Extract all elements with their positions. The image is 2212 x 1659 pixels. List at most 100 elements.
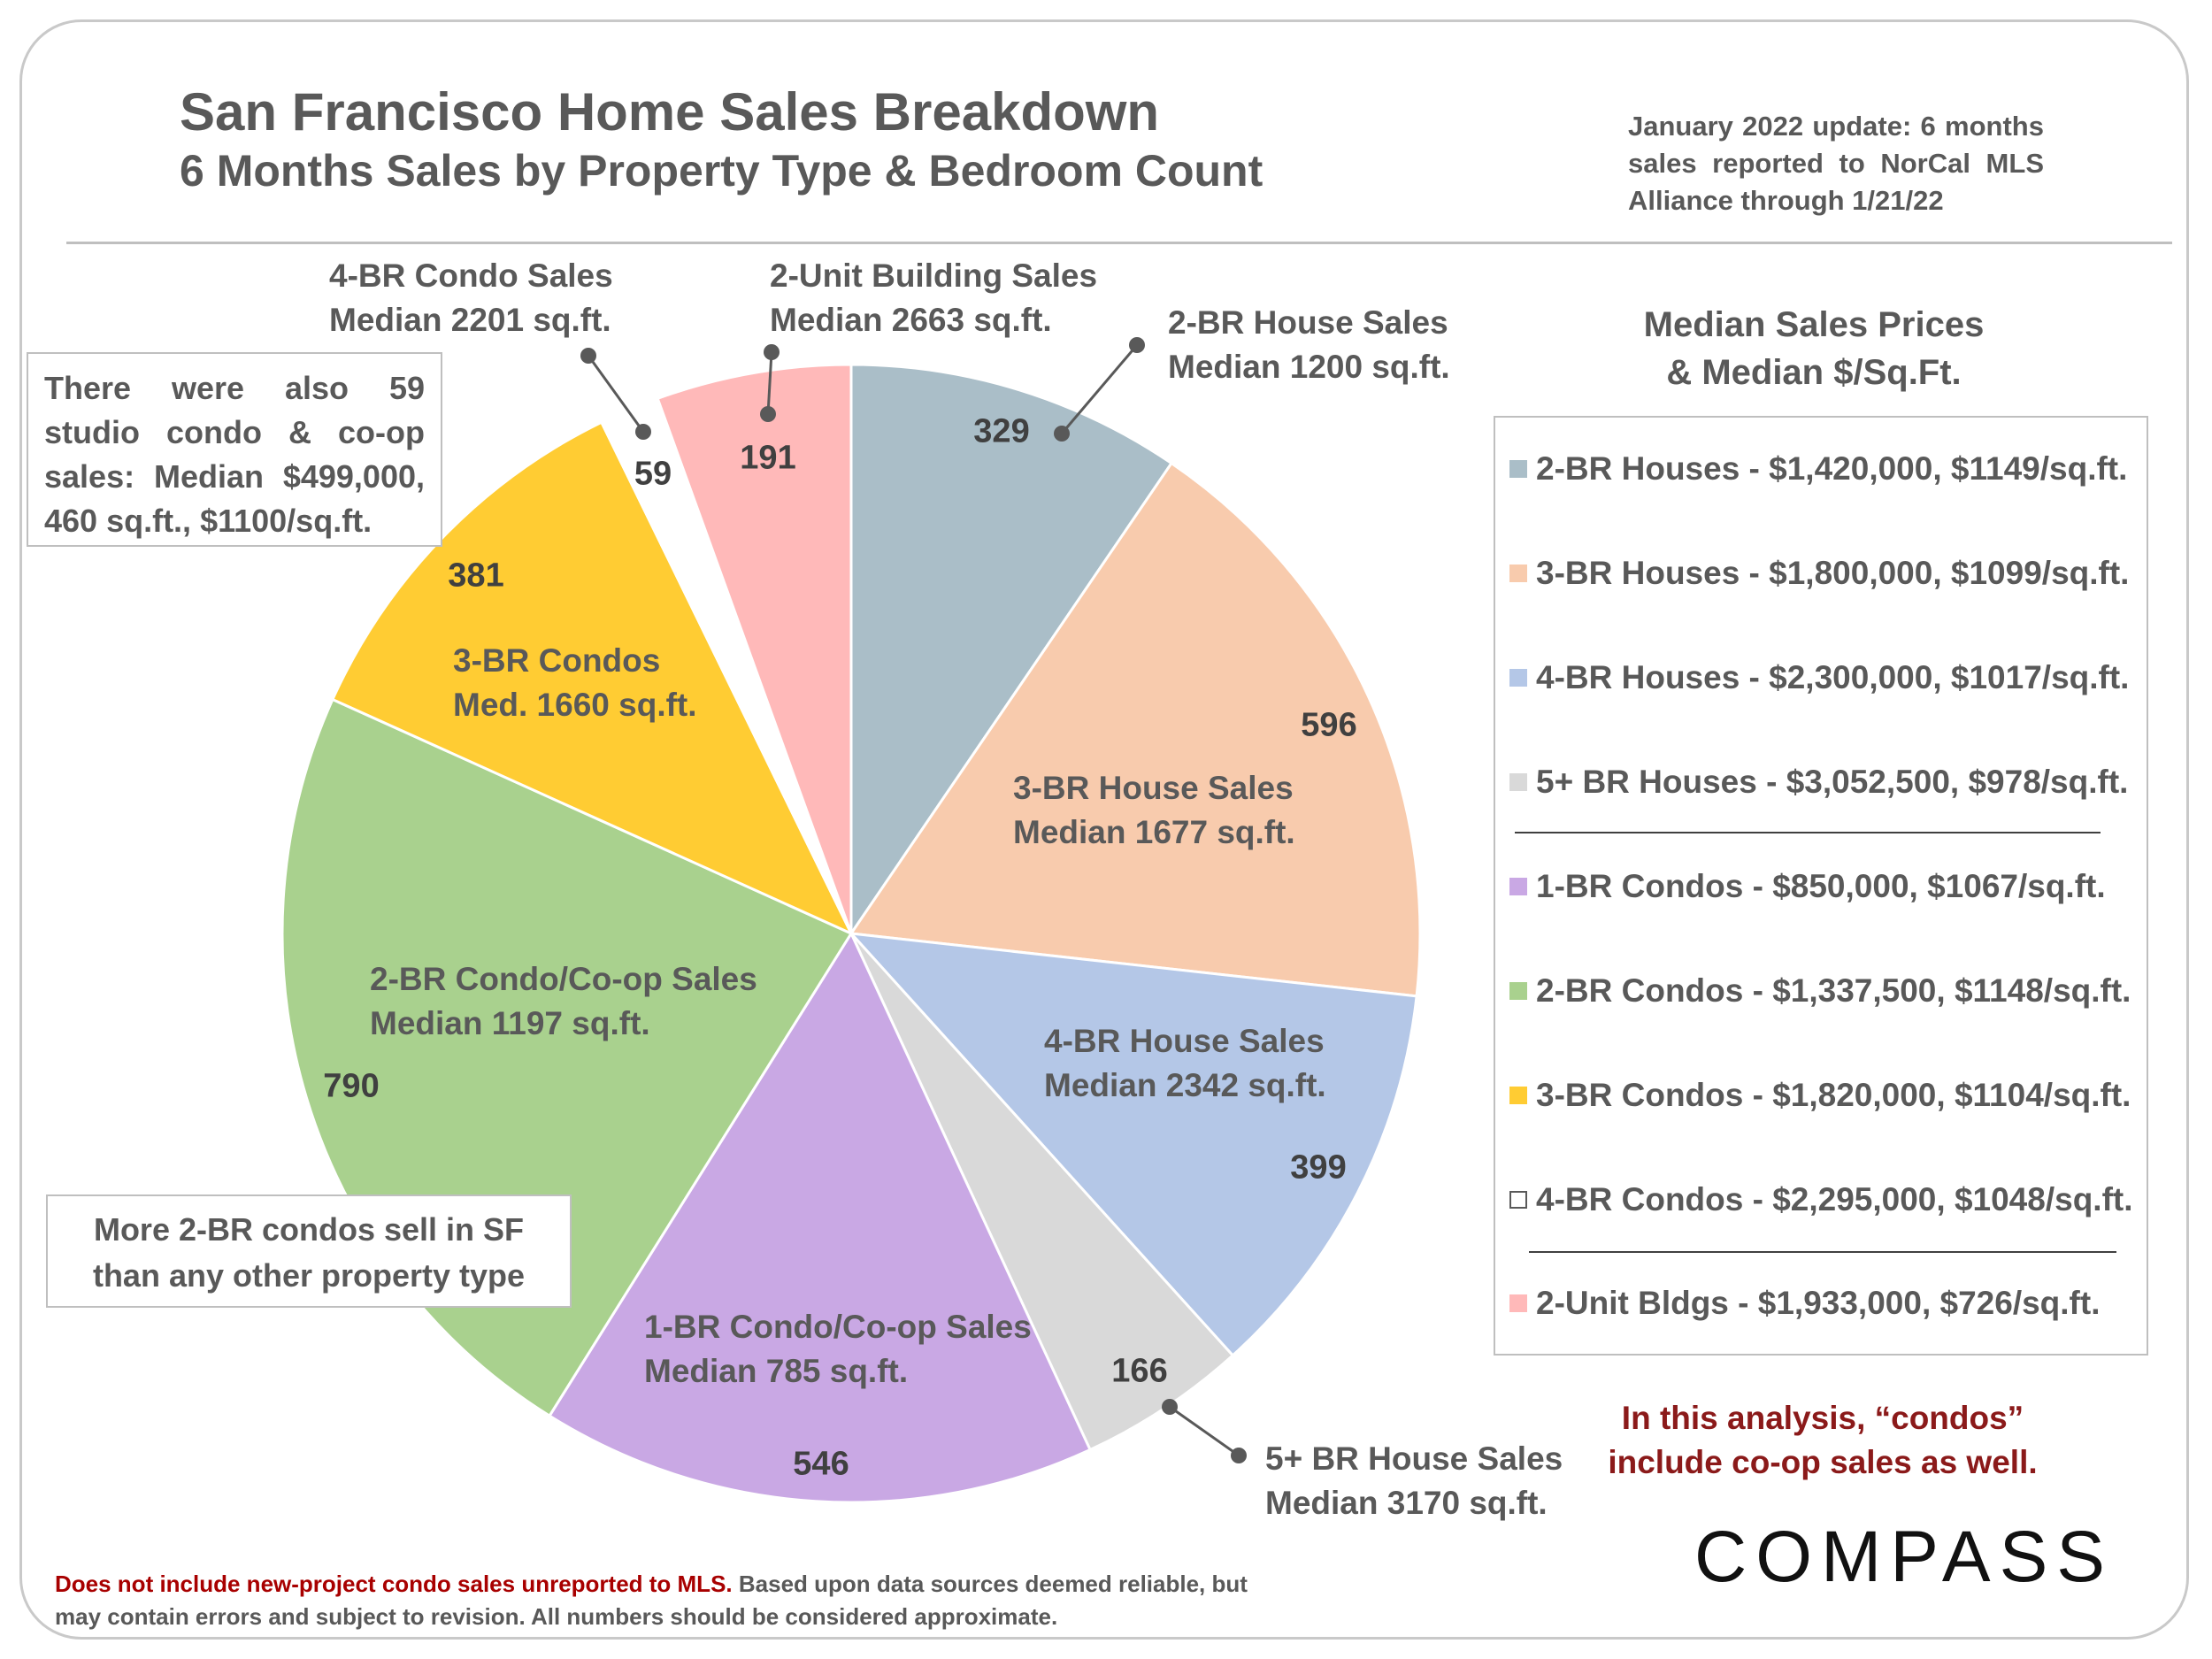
legend-item-label: 2-Unit Bldgs - $1,933,000, $726/sq.ft.	[1536, 1285, 2101, 1321]
legend-item-3br-houses: 3-BR Houses - $1,800,000, $1099/sq.ft.	[1509, 551, 2129, 595]
condo-annotation-text: More 2-BR condos sell in SF than any oth…	[57, 1207, 561, 1299]
legend-item-4br-condos: 4-BR Condos - $2,295,000, $1048/sq.ft.	[1509, 1178, 2133, 1222]
slice-label-line: Median 2663 sq.ft.	[770, 302, 1052, 338]
compass-logo: COMPASS	[1694, 1517, 2114, 1597]
condo-note-line: include co-op sales as well.	[1608, 1444, 2038, 1480]
slice-label-line: 3-BR Condos	[453, 642, 661, 679]
legend-swatch	[1509, 1191, 1527, 1209]
legend-item-label: 3-BR Houses - $1,800,000, $1099/sq.ft.	[1536, 555, 2130, 591]
slice-label-5br-house: 5+ BR House Sales Median 3170 sq.ft.	[1265, 1437, 1563, 1525]
condo-note-line: In this analysis, “condos”	[1621, 1400, 2024, 1436]
pie-slice-3br-condo	[330, 420, 855, 937]
value-label-1br-condo: 546	[793, 1445, 849, 1483]
legend-item-2br-houses: 2-BR Houses - $1,420,000, $1149/sq.ft.	[1509, 447, 2127, 491]
pie-slice-2unit	[656, 363, 853, 934]
legend-swatch	[1509, 565, 1527, 582]
legend-title-line: & Median $/Sq.Ft.	[1666, 353, 1962, 392]
value-label-3br-house: 596	[1301, 706, 1357, 744]
leader-line-5br-house	[1169, 1405, 1240, 1457]
footer-disclaimer-rest: Based upon data sources deemed reliable,…	[55, 1571, 1248, 1630]
slice-label-line: Median 2342 sq.ft.	[1044, 1067, 1326, 1103]
legend-item-label: 4-BR Houses - $2,300,000, $1017/sq.ft.	[1536, 659, 2130, 695]
condo-annotation-box: More 2-BR condos sell in SF than any oth…	[46, 1194, 572, 1308]
footer-disclaimer-red: Does not include new-project condo sales…	[55, 1571, 733, 1597]
value-label-2br-house: 329	[973, 412, 1030, 450]
legend-swatch	[1509, 1294, 1527, 1312]
slice-label-4br-condo: 4-BR Condo Sales Median 2201 sq.ft.	[329, 254, 613, 342]
slice-label-3br-house: 3-BR House Sales Median 1677 sq.ft.	[1013, 766, 1295, 855]
slice-label-3br-condo: 3-BR Condos Med. 1660 sq.ft.	[453, 639, 697, 727]
pie-slices	[280, 363, 1422, 1504]
leader-line-2br-house	[1060, 344, 1139, 434]
condo-annotation-line: than any other property type	[92, 1257, 526, 1294]
slice-label-line: Median 3170 sq.ft.	[1265, 1485, 1548, 1521]
legend-divider	[1529, 1251, 2116, 1253]
slice-label-line: Median 2201 sq.ft.	[329, 302, 611, 338]
leader-dot-2unit	[760, 406, 776, 422]
pie-slice-4br-house	[848, 932, 1418, 1358]
legend-swatch	[1509, 878, 1527, 895]
value-label-4br-condo: 59	[634, 455, 672, 493]
pie-slice-2br-house	[849, 363, 1174, 938]
slice-label-4br-house: 4-BR House Sales Median 2342 sq.ft.	[1044, 1019, 1326, 1108]
value-label-2br-condo: 790	[323, 1067, 380, 1105]
slice-label-line: 2-Unit Building Sales	[770, 257, 1098, 294]
legend-title-line: Median Sales Prices	[1643, 305, 1985, 344]
slice-label-line: Median 1200 sq.ft.	[1168, 349, 1450, 385]
legend-swatch	[1509, 773, 1527, 791]
legend-item-4br-houses: 4-BR Houses - $2,300,000, $1017/sq.ft.	[1509, 656, 2129, 700]
leader-dot-4br-condo	[635, 424, 651, 440]
slice-label-line: 2-BR House Sales	[1168, 304, 1448, 341]
slice-label-line: 5+ BR House Sales	[1265, 1440, 1563, 1477]
legend-divider	[1515, 832, 2101, 833]
legend-item-label: 4-BR Condos - $2,295,000, $1048/sq.ft.	[1536, 1181, 2133, 1217]
value-label-4br-house: 399	[1290, 1148, 1347, 1187]
slice-label-line: Median 1677 sq.ft.	[1013, 814, 1295, 850]
condo-definition-note: In this analysis, “condos” include co-op…	[1584, 1396, 2062, 1485]
legend-swatch	[1509, 1087, 1527, 1104]
condo-annotation-line: More 2-BR condos sell in SF	[93, 1211, 525, 1248]
slice-label-line: Median 1197 sq.ft.	[370, 1005, 650, 1041]
legend-item-label: 3-BR Condos - $1,820,000, $1104/sq.ft.	[1536, 1077, 2131, 1113]
value-label-5br-house: 166	[1111, 1352, 1168, 1390]
leader-dot-2br-house	[1129, 337, 1145, 353]
slice-label-line: 4-BR Condo Sales	[329, 257, 613, 294]
leader-dot-5br-house	[1231, 1448, 1247, 1463]
legend-swatch	[1509, 460, 1527, 478]
pie-slice-1br-condo	[547, 930, 1093, 1504]
legend-item-label: 1-BR Condos - $850,000, $1067/sq.ft.	[1536, 868, 2106, 904]
studio-annotation-text: There were also 59 studio condo & co-op …	[44, 370, 425, 539]
legend-swatch	[1509, 669, 1527, 687]
update-note: January 2022 update: 6 months sales repo…	[1628, 111, 2044, 216]
leader-dot-5br-house	[1162, 1399, 1178, 1415]
legend-item-2br-condos: 2-BR Condos - $1,337,500, $1148/sq.ft.	[1509, 969, 2131, 1013]
leader-dot-2unit	[764, 344, 780, 360]
value-label-2unit: 191	[740, 439, 796, 477]
legend-title: Median Sales Prices & Median $/Sq.Ft.	[1495, 301, 2132, 396]
leader-line-2unit	[766, 351, 773, 415]
slice-label-2br-condo: 2-BR Condo/Co-op Sales Median 1197 sq.ft…	[370, 957, 757, 1046]
value-label-3br-condo: 381	[448, 557, 504, 595]
legend-item-5br-houses: 5+ BR Houses - $3,052,500, $978/sq.ft.	[1509, 760, 2128, 804]
legend-item-label: 5+ BR Houses - $3,052,500, $978/sq.ft.	[1536, 764, 2129, 800]
slice-label-line: 3-BR House Sales	[1013, 770, 1294, 806]
legend-item-2unit-bldgs: 2-Unit Bldgs - $1,933,000, $726/sq.ft.	[1509, 1281, 2100, 1325]
slice-label-1br-condo: 1-BR Condo/Co-op Sales Median 785 sq.ft.	[644, 1305, 1032, 1394]
legend-box	[1494, 416, 2148, 1356]
slice-label-2br-house: 2-BR House Sales Median 1200 sq.ft.	[1168, 301, 1450, 389]
leader-line-4br-condo	[587, 355, 645, 433]
legend-swatch	[1509, 982, 1527, 1000]
legend-item-label: 2-BR Condos - $1,337,500, $1148/sq.ft.	[1536, 972, 2131, 1009]
leader-dot-2br-house	[1054, 426, 1070, 442]
slice-label-line: Med. 1660 sq.ft.	[453, 687, 697, 723]
slice-label-line: 2-BR Condo/Co-op Sales	[370, 961, 757, 997]
legend-item-1br-condos: 1-BR Condos - $850,000, $1067/sq.ft.	[1509, 864, 2106, 909]
header-divider	[66, 242, 2172, 244]
leader-dot-4br-condo	[580, 348, 596, 364]
chart-title: San Francisco Home Sales Breakdown	[180, 82, 1160, 142]
slice-label-line: 4-BR House Sales	[1044, 1023, 1325, 1059]
studio-annotation-box: There were also 59 studio condo & co-op …	[27, 352, 442, 547]
legend-item-label: 2-BR Houses - $1,420,000, $1149/sq.ft.	[1536, 450, 2128, 487]
slice-label-line: Median 785 sq.ft.	[644, 1353, 909, 1389]
